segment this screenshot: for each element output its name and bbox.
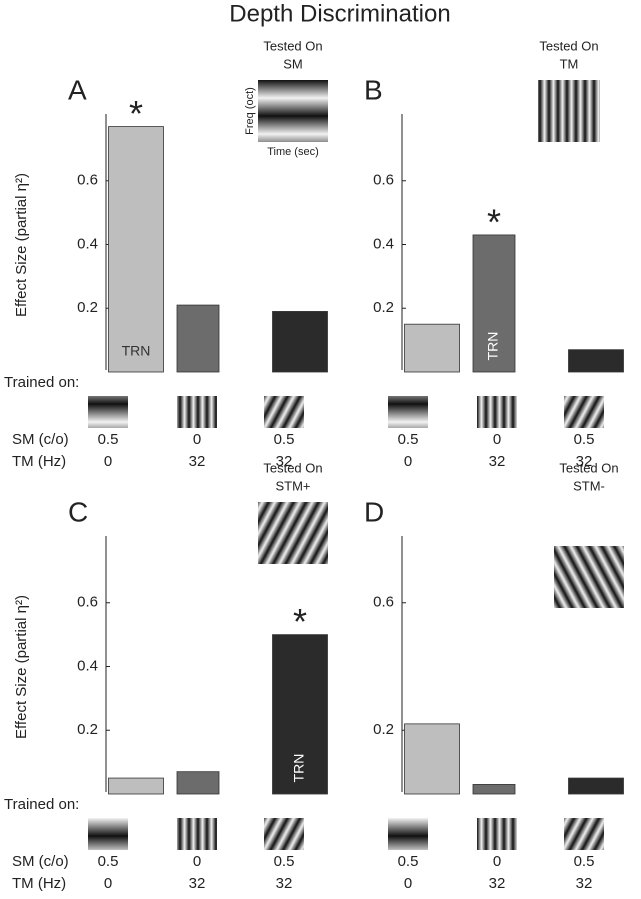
inset-stimulus [554,546,624,608]
trained-stimulus [88,818,128,850]
inset-y-label: Freq (oct) [244,87,256,135]
tm-value: 0 [404,875,412,892]
trained-on-label: Trained on: [4,796,79,813]
inset-title: Tested On [539,38,598,53]
sm-value: 0 [493,431,501,448]
inset-stimulus [258,80,328,142]
trained-stimulus [477,396,517,428]
sm-value: 0.5 [574,853,595,870]
sm-value: 0 [493,853,501,870]
bar [568,349,624,373]
inset-x-label: Time (sec) [267,146,319,158]
y-tick-label: 0.4 [373,235,394,252]
tm-value: 32 [489,875,506,892]
sm-value: 0 [193,431,201,448]
trained-stimulus [388,396,428,428]
y-axis-label: Effect Size (partial η²) [13,595,30,739]
y-tick-label: 0.6 [77,172,98,189]
inset-tested-on: SM [283,56,303,71]
bar [404,323,460,373]
y-tick-label: 0.4 [77,235,98,252]
panel-letter: B [364,74,383,105]
tm-value: 32 [189,875,206,892]
trained-stimulus [388,818,428,850]
bar [176,304,220,373]
trained-stimulus [264,396,304,428]
tm-row-label: TM (Hz) [12,453,66,470]
inset-stimulus [538,80,600,142]
bar [272,634,328,795]
tm-value: 32 [489,453,506,470]
bar [176,771,220,795]
tm-value: 0 [104,453,112,470]
trn-label: TRN [485,332,501,361]
trn-label: TRN [291,754,307,783]
panel-letter: A [68,74,87,105]
trained-stimulus [177,818,217,850]
sm-row-label: SM (c/o) [12,853,69,870]
bar [472,784,516,795]
y-tick-label: 0.2 [77,299,98,316]
bar [568,777,624,795]
panel-letter: D [364,496,384,527]
trained-stimulus [477,818,517,850]
sm-value: 0.5 [274,853,295,870]
y-tick-label: 0.6 [373,172,394,189]
trained-stimulus [264,818,304,850]
tm-value: 32 [189,453,206,470]
bar [472,234,516,373]
sm-value: 0 [193,853,201,870]
trained-stimulus [88,396,128,428]
trained-stimulus [564,396,604,428]
sm-value: 0.5 [274,431,295,448]
bar [108,126,164,373]
bar [108,777,164,795]
inset-tested-on: TM [560,56,579,71]
tm-row-label: TM (Hz) [12,875,66,892]
star-annotation: * [129,93,143,134]
panel-letter: C [68,496,88,527]
y-tick-label: 0.2 [77,721,98,738]
y-axis-label: Effect Size (partial η²) [13,173,30,317]
sm-value: 0.5 [398,431,419,448]
tm-value: 0 [104,875,112,892]
trained-stimulus [564,818,604,850]
bar [272,311,328,373]
tm-value: 0 [404,453,412,470]
bar [404,723,460,795]
sm-value: 0.5 [98,431,119,448]
y-tick-label: 0.6 [77,594,98,611]
inset-tested-on: STM+ [275,478,310,493]
trained-on-label: Trained on: [4,374,79,391]
inset-title: Tested On [559,460,618,475]
star-annotation: * [293,601,307,642]
inset-tested-on: STM- [573,478,605,493]
inset-stimulus [258,502,328,564]
sm-value: 0.5 [574,431,595,448]
inset-title: Tested On [263,460,322,475]
sm-row-label: SM (c/o) [12,431,69,448]
trn-label: TRN [122,343,151,359]
y-tick-label: 0.6 [373,594,394,611]
sm-value: 0.5 [398,853,419,870]
tm-value: 32 [576,453,593,470]
trained-stimulus [177,396,217,428]
figure-title: Depth Discrimination [229,0,450,27]
sm-value: 0.5 [98,853,119,870]
y-tick-label: 0.2 [373,721,394,738]
y-tick-label: 0.4 [77,657,98,674]
tm-value: 32 [276,875,293,892]
inset-title: Tested On [263,38,322,53]
y-tick-label: 0.2 [373,299,394,316]
tm-value: 32 [276,453,293,470]
tm-value: 32 [576,875,593,892]
star-annotation: * [487,201,501,242]
